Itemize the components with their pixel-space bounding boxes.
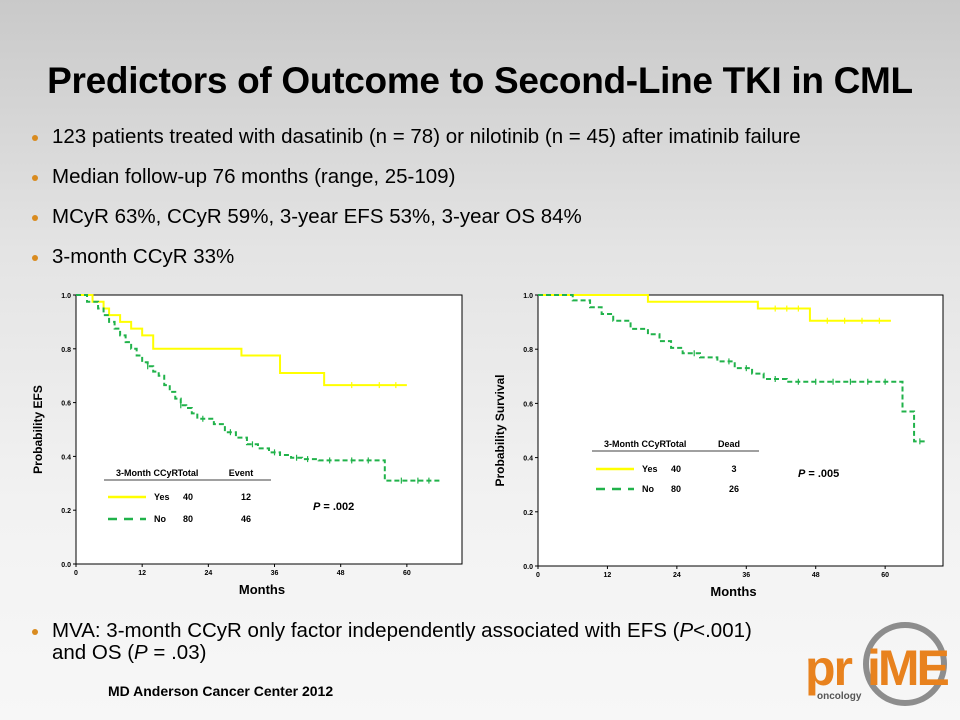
km-plot-1: 0.0 0.2 0.4 0.6 0.8 1.0 0 12 24 36 48 60 Months Proba…	[493, 293, 944, 599]
x-tick-label: 36	[742, 572, 750, 579]
x-tick-label: 24	[204, 570, 212, 577]
legend-event-count: 46	[241, 514, 251, 524]
y-tick-label: 0.6	[523, 401, 533, 408]
x-tick-label: 0	[74, 570, 78, 577]
x-tick-label: 12	[604, 572, 612, 579]
legend-total: 40	[183, 492, 193, 502]
legend-event-count: 12	[241, 492, 251, 502]
mva-p2-rest: = .03)	[147, 641, 207, 664]
os-chart: 0.0 0.2 0.4 0.6 0.8 1.0 0 12 24 36 48 60 Months Proba…	[493, 293, 944, 599]
legend-header-events: Dead	[718, 439, 740, 449]
bullet-text: MCyR 63%, CCyR 59%, 3-year EFS 53%, 3-ye…	[52, 205, 582, 228]
legend-total: 80	[183, 514, 193, 524]
legend: 3-Month CCyR Total Event Yes 40 12 No 80 46	[104, 468, 271, 524]
mva-bullet: MVA: 3-month CCyR only factor independen…	[26, 620, 906, 664]
legend-header-events: Event	[229, 468, 254, 478]
p-value-label: P = .002	[313, 501, 354, 513]
bullet-dot	[32, 255, 38, 261]
series-line-yes	[538, 294, 891, 322]
mva-p1-rest: <.001)	[693, 619, 752, 642]
x-tick-label: 60	[881, 572, 889, 579]
legend-total: 80	[671, 484, 681, 494]
footer-source: MD Anderson Cancer Center 2012	[108, 683, 334, 699]
y-axis-label: Probability EFS	[31, 385, 45, 474]
mva-text-1: MVA: 3-month CCyR only factor independen…	[52, 619, 680, 642]
prime-oncology-logo: pr iME oncology	[805, 622, 955, 717]
y-axis-label: Probability Survival	[493, 374, 507, 486]
x-tick-label: 36	[271, 570, 279, 577]
x-tick-label: 0	[536, 572, 540, 579]
y-tick-label: 0.4	[523, 456, 533, 463]
legend-header-total: Total	[178, 468, 199, 478]
x-tick-label: 60	[403, 570, 411, 577]
y-tick-label: 0.6	[61, 401, 71, 408]
mva-p1-italic: P	[679, 619, 694, 642]
x-tick-label: 48	[337, 570, 345, 577]
logo-text-ime: iME	[867, 640, 950, 696]
bullet-item: MCyR 63%, CCyR 59%, 3-year EFS 53%, 3-ye…	[26, 205, 946, 229]
bullet-dot	[32, 135, 38, 141]
bullet-item: 123 patients treated with dasatinib (n =…	[26, 125, 946, 149]
logo-text-oncology: oncology	[817, 691, 862, 702]
bullet-list: 123 patients treated with dasatinib (n =…	[26, 125, 946, 285]
efs-chart: 0.0 0.2 0.4 0.6 0.8 1.0 0 12 24 36 48 60 Months Proba…	[31, 293, 463, 597]
y-tick-label: 0.2	[523, 510, 533, 517]
series-line-yes	[76, 294, 407, 387]
y-tick-label: 0.2	[61, 508, 71, 515]
km-plot-0: 0.0 0.2 0.4 0.6 0.8 1.0 0 12 24 36 48 60 Months Proba…	[31, 293, 463, 597]
logo-text-pr: pr	[805, 640, 853, 696]
bullet-item: 3-month CCyR 33%	[26, 245, 946, 269]
logo-ring	[863, 622, 947, 706]
legend-event-count: 26	[729, 484, 739, 494]
bullet-text: 3-month CCyR 33%	[52, 245, 235, 268]
legend: 3-Month CCyR Total Dead Yes 40 3 No 80 26	[592, 439, 759, 494]
y-tick-label: 1.0	[61, 293, 71, 300]
mva-list: MVA: 3-month CCyR only factor independen…	[26, 620, 906, 664]
bullet-text: Median follow-up 76 months (range, 25-10…	[52, 165, 456, 188]
x-tick-label: 48	[812, 572, 820, 579]
legend-event-count: 3	[731, 464, 736, 474]
bullet-dot	[32, 215, 38, 221]
bullet-text: 123 patients treated with dasatinib (n =…	[52, 125, 801, 148]
bullet-dot	[32, 175, 38, 181]
legend-header-total: Total	[666, 439, 687, 449]
legend-total: 40	[671, 464, 681, 474]
y-tick-label: 0.0	[523, 564, 533, 571]
x-axis-label: Months	[239, 582, 285, 597]
legend-label: Yes	[642, 464, 658, 474]
y-tick-label: 1.0	[523, 293, 533, 300]
mva-text-2: and OS (	[52, 641, 135, 664]
legend-header-group: 3-Month CCyR	[604, 439, 666, 449]
bullet-dot	[32, 629, 38, 635]
x-tick-label: 12	[138, 570, 146, 577]
legend-header-group: 3-Month CCyR	[116, 468, 178, 478]
p-value-label: P = .005	[798, 468, 839, 480]
legend-label: No	[642, 484, 654, 494]
x-axis-label: Months	[710, 584, 756, 599]
plot-area	[75, 294, 463, 565]
series-line-no	[538, 294, 926, 443]
y-tick-label: 0.8	[61, 347, 71, 354]
slide-title: Predictors of Outcome to Second-Line TKI…	[47, 60, 913, 101]
mva-p2-italic: P	[134, 641, 148, 664]
bullet-item: Median follow-up 76 months (range, 25-10…	[26, 165, 946, 189]
legend-label: Yes	[154, 492, 170, 502]
plot-area	[537, 294, 944, 567]
y-tick-label: 0.0	[61, 562, 71, 569]
y-tick-label: 0.8	[523, 347, 533, 354]
legend-label: No	[154, 514, 166, 524]
x-tick-label: 24	[673, 572, 681, 579]
y-tick-label: 0.4	[61, 454, 71, 461]
